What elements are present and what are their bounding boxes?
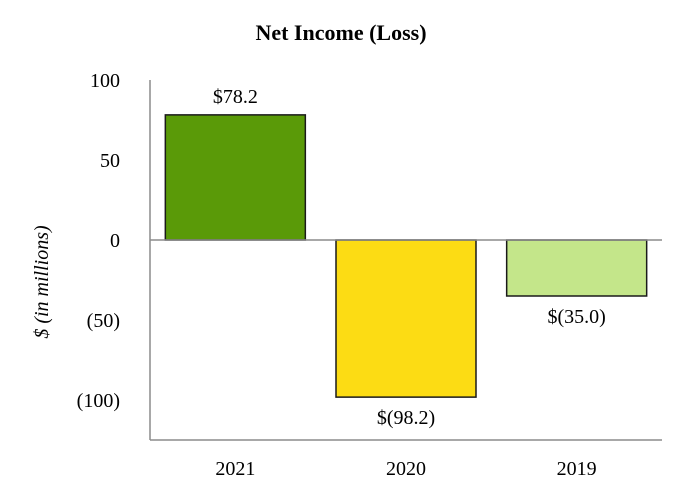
y-tick-label: 100 (90, 70, 120, 92)
chart-title: Net Income (Loss) (255, 20, 426, 45)
bar-2020 (335, 239, 477, 398)
x-tick-label: 2020 (386, 458, 426, 480)
y-tick-label: (100) (77, 390, 120, 412)
data-label: $(98.2) (377, 407, 435, 429)
x-tick-label: 2019 (557, 458, 597, 480)
y-tick-label: (50) (87, 310, 120, 332)
bar-2021 (164, 114, 307, 241)
bar-2019 (505, 239, 648, 297)
y-axis-label: $ (in millions) (31, 225, 53, 339)
plot-area: 100 50 0 (50) (100) $78.2 2021 $(98.2) 2020 $(35.… (77, 70, 662, 480)
y-tick-label: 0 (110, 230, 120, 252)
data-label: $78.2 (213, 86, 258, 108)
x-tick-label: 2021 (215, 458, 255, 480)
y-tick-label: 50 (100, 150, 120, 172)
data-label: $(35.0) (548, 306, 606, 328)
